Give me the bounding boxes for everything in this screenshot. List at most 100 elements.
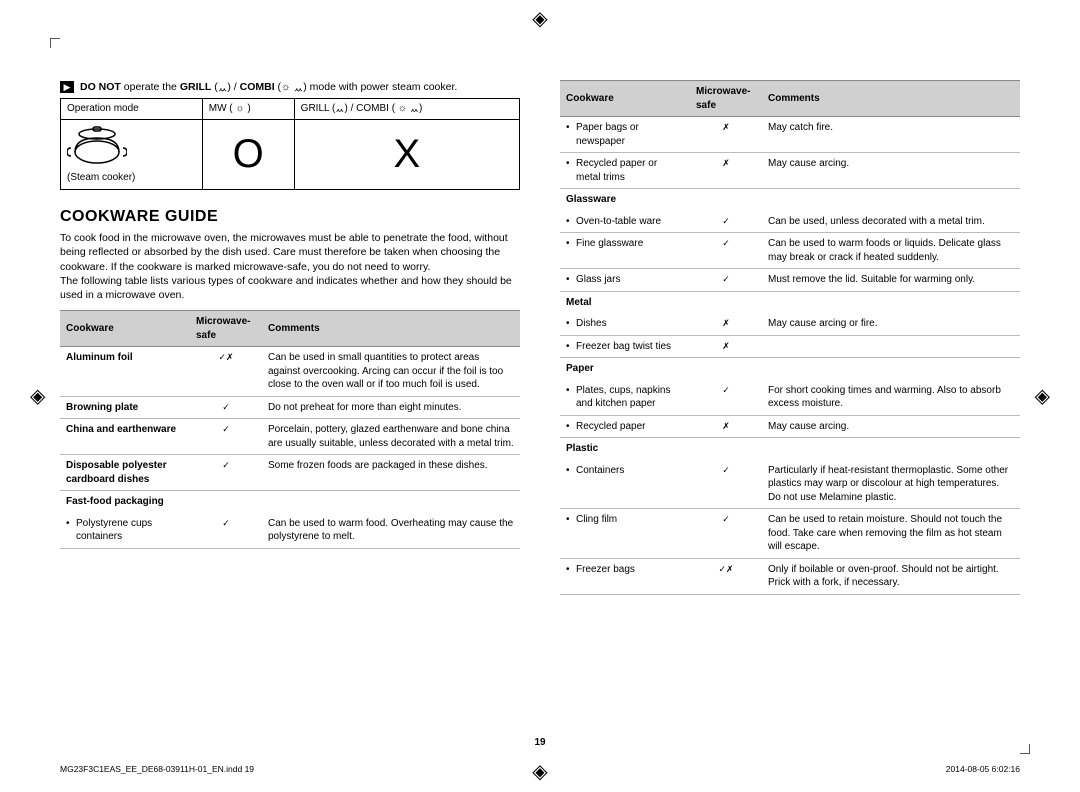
warning-prefix: DO NOT — [80, 81, 121, 93]
cookware-cell: Aluminum foil — [60, 347, 190, 397]
table-row: Recycled paper or metal trims✗May cause … — [560, 153, 1020, 189]
cookware-cell: Fine glassware — [560, 233, 690, 269]
table-row: Cling film✓Can be used to retain moistur… — [560, 509, 1020, 559]
section-cell: Metal — [560, 291, 1020, 313]
table-row: Plates, cups, napkins and kitchen paper✓… — [560, 380, 1020, 416]
steam-cooker-cell: (Steam cooker) — [61, 119, 203, 189]
footer-left: MG23F3C1EAS_EE_DE68-03911H-01_EN.indd 19 — [60, 764, 254, 774]
cookware-table-left: Cookware Microwave-safe Comments Aluminu… — [60, 310, 520, 549]
safe-cell: ✓ — [690, 233, 762, 269]
mode-O: O — [202, 119, 294, 189]
table-row: Fast-food packaging — [60, 491, 520, 513]
safe-cell: ✓✗ — [190, 347, 262, 397]
comment-cell: Can be used to warm food. Overheating ma… — [262, 513, 520, 549]
guide-title: COOKWARE GUIDE — [60, 206, 520, 228]
mode-table: Operation mode MW ( ☼ ) GRILL (ᆻ) / COMB… — [60, 98, 520, 190]
section-cell: Plastic — [560, 438, 1020, 460]
cookware-cell: Dishes — [560, 313, 690, 335]
cookware-cell: China and earthenware — [60, 419, 190, 455]
comment-cell: Only if boilable or oven-proof. Should n… — [762, 558, 1020, 594]
table-row: Containers✓Particularly if heat-resistan… — [560, 460, 1020, 509]
table-row: Metal — [560, 291, 1020, 313]
table-row: Oven-to-table ware✓Can be used, unless d… — [560, 211, 1020, 233]
comment-cell: May cause arcing. — [762, 415, 1020, 438]
comment-cell: Do not preheat for more than eight minut… — [262, 396, 520, 419]
comment-cell — [762, 335, 1020, 358]
safe-cell: ✗ — [690, 153, 762, 189]
table-row: Browning plate✓Do not preheat for more t… — [60, 396, 520, 419]
th-safe-r: Microwave-safe — [690, 81, 762, 117]
safe-cell: ✓ — [690, 509, 762, 559]
table-row: Recycled paper✗May cause arcing. — [560, 415, 1020, 438]
safe-cell: ✗ — [690, 313, 762, 335]
comment-cell: Can be used, unless decorated with a met… — [762, 211, 1020, 233]
cookware-cell: Browning plate — [60, 396, 190, 419]
comment-cell: Can be used to retain moisture. Should n… — [762, 509, 1020, 559]
safe-cell: ✓✗ — [690, 558, 762, 594]
table-row: China and earthenware✓Porcelain, pottery… — [60, 419, 520, 455]
right-column: Cookware Microwave-safe Comments Paper b… — [560, 80, 1020, 595]
cookware-cell: Disposable polyester cardboard dishes — [60, 455, 190, 491]
th-cookware-l: Cookware — [60, 311, 190, 347]
steam-cooker-icon — [67, 124, 127, 166]
safe-cell: ✗ — [690, 335, 762, 358]
left-column: ▶ DO NOT operate the GRILL (ᆻ) / COMBI (… — [60, 80, 520, 595]
table-row: Freezer bag twist ties✗ — [560, 335, 1020, 358]
warning-combi: COMBI — [240, 81, 275, 93]
cookware-cell: Polystyrene cups containers — [60, 513, 190, 549]
cookware-cell: Recycled paper — [560, 415, 690, 438]
section-cell: Glassware — [560, 189, 1020, 211]
comment-cell: Can be used to warm foods or liquids. De… — [762, 233, 1020, 269]
mode-header-1: Operation mode — [61, 99, 203, 120]
table-row: Freezer bags✓✗Only if boilable or oven-p… — [560, 558, 1020, 594]
table-row: Paper — [560, 358, 1020, 380]
th-cookware-r: Cookware — [560, 81, 690, 117]
safe-cell: ✓ — [690, 460, 762, 509]
th-comments-l: Comments — [262, 311, 520, 347]
safe-cell: ✓ — [190, 455, 262, 491]
safe-cell: ✓ — [190, 396, 262, 419]
comment-cell: May catch fire. — [762, 117, 1020, 153]
section-cell: Paper — [560, 358, 1020, 380]
table-row: Aluminum foil✓✗Can be used in small quan… — [60, 347, 520, 397]
table-row: Glassware — [560, 189, 1020, 211]
table-row: Paper bags or newspaper✗May catch fire. — [560, 117, 1020, 153]
section-cell: Fast-food packaging — [60, 491, 520, 513]
comment-cell: May cause arcing or fire. — [762, 313, 1020, 335]
table-row: Polystyrene cups containers✓Can be used … — [60, 513, 520, 549]
table-row: Disposable polyester cardboard dishes✓So… — [60, 455, 520, 491]
comment-cell: Some frozen foods are packaged in these … — [262, 455, 520, 491]
comment-cell: Can be used in small quantities to prote… — [262, 347, 520, 397]
safe-cell: ✗ — [690, 117, 762, 153]
comment-cell: Must remove the lid. Suitable for warmin… — [762, 269, 1020, 292]
page-number: 19 — [534, 737, 545, 748]
steam-cooker-label: (Steam cooker) — [67, 171, 196, 185]
th-comments-r: Comments — [762, 81, 1020, 117]
table-row: Fine glassware✓Can be used to warm foods… — [560, 233, 1020, 269]
cookware-cell: Cling film — [560, 509, 690, 559]
safe-cell: ✓ — [690, 269, 762, 292]
guide-intro: To cook food in the microwave oven, the … — [60, 231, 520, 302]
safe-cell: ✓ — [690, 211, 762, 233]
safe-cell: ✗ — [690, 415, 762, 438]
safe-cell: ✓ — [190, 419, 262, 455]
cookware-cell: Recycled paper or metal trims — [560, 153, 690, 189]
comment-cell: For short cooking times and warming. Als… — [762, 380, 1020, 416]
th-safe-l: Microwave-safe — [190, 311, 262, 347]
comment-cell: May cause arcing. — [762, 153, 1020, 189]
cookware-cell: Plates, cups, napkins and kitchen paper — [560, 380, 690, 416]
cookware-cell: Paper bags or newspaper — [560, 117, 690, 153]
comment-cell: Particularly if heat-resistant thermopla… — [762, 460, 1020, 509]
page-content: ▶ DO NOT operate the GRILL (ᆻ) / COMBI (… — [0, 0, 1080, 792]
cookware-table-right: Cookware Microwave-safe Comments Paper b… — [560, 80, 1020, 595]
cookware-cell: Freezer bags — [560, 558, 690, 594]
safe-cell: ✓ — [690, 380, 762, 416]
table-row: Dishes✗May cause arcing or fire. — [560, 313, 1020, 335]
footer: MG23F3C1EAS_EE_DE68-03911H-01_EN.indd 19… — [60, 764, 1020, 774]
cookware-cell: Oven-to-table ware — [560, 211, 690, 233]
warning-text: DO NOT operate the GRILL (ᆻ) / COMBI (☼ … — [80, 80, 457, 94]
cookware-cell: Containers — [560, 460, 690, 509]
warning-grill: GRILL — [180, 81, 212, 93]
mode-header-2: MW ( ☼ ) — [202, 99, 294, 120]
cookware-cell: Freezer bag twist ties — [560, 335, 690, 358]
